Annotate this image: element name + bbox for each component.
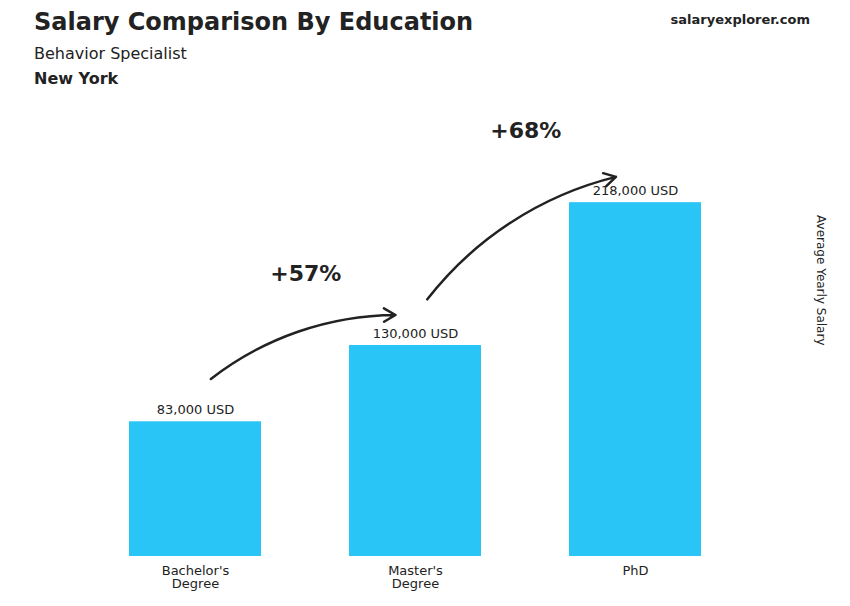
svg-text:218,000 USD: 218,000 USD	[593, 183, 679, 198]
svg-text:Bachelor'sDegree: Bachelor'sDegree	[162, 563, 230, 591]
svg-text:PhD: PhD	[622, 563, 648, 578]
html-text:Salary Comparison By Education: Salary Comparison By Education	[34, 8, 474, 36]
html-text:New York: New York	[34, 69, 119, 88]
svg-text:83,000 USD: 83,000 USD	[157, 402, 234, 417]
svg-text:130,000 USD: 130,000 USD	[373, 326, 459, 341]
svg-text:Master'sDegree: Master'sDegree	[388, 563, 443, 591]
svg-text:+57%: +57%	[270, 261, 341, 286]
svg-text:+68%: +68%	[490, 118, 561, 143]
html-text:salaryexplorer.com: salaryexplorer.com	[670, 12, 810, 27]
svg-text:Average Yearly Salary: Average Yearly Salary	[814, 215, 828, 345]
html-text:Behavior Specialist: Behavior Specialist	[34, 44, 187, 63]
